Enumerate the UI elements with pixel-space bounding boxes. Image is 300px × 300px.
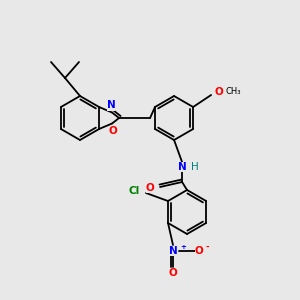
Text: O: O	[169, 268, 177, 278]
Text: N: N	[178, 162, 186, 172]
Text: O: O	[109, 125, 117, 136]
Text: N: N	[107, 100, 116, 110]
Text: O: O	[146, 183, 154, 193]
Text: CH₃: CH₃	[225, 88, 241, 97]
Text: H: H	[191, 162, 199, 172]
Text: Cl: Cl	[128, 186, 140, 196]
Text: -: -	[205, 242, 209, 251]
Text: +: +	[180, 244, 186, 250]
Text: O: O	[195, 246, 203, 256]
Text: O: O	[215, 87, 224, 97]
Text: N: N	[169, 246, 177, 256]
